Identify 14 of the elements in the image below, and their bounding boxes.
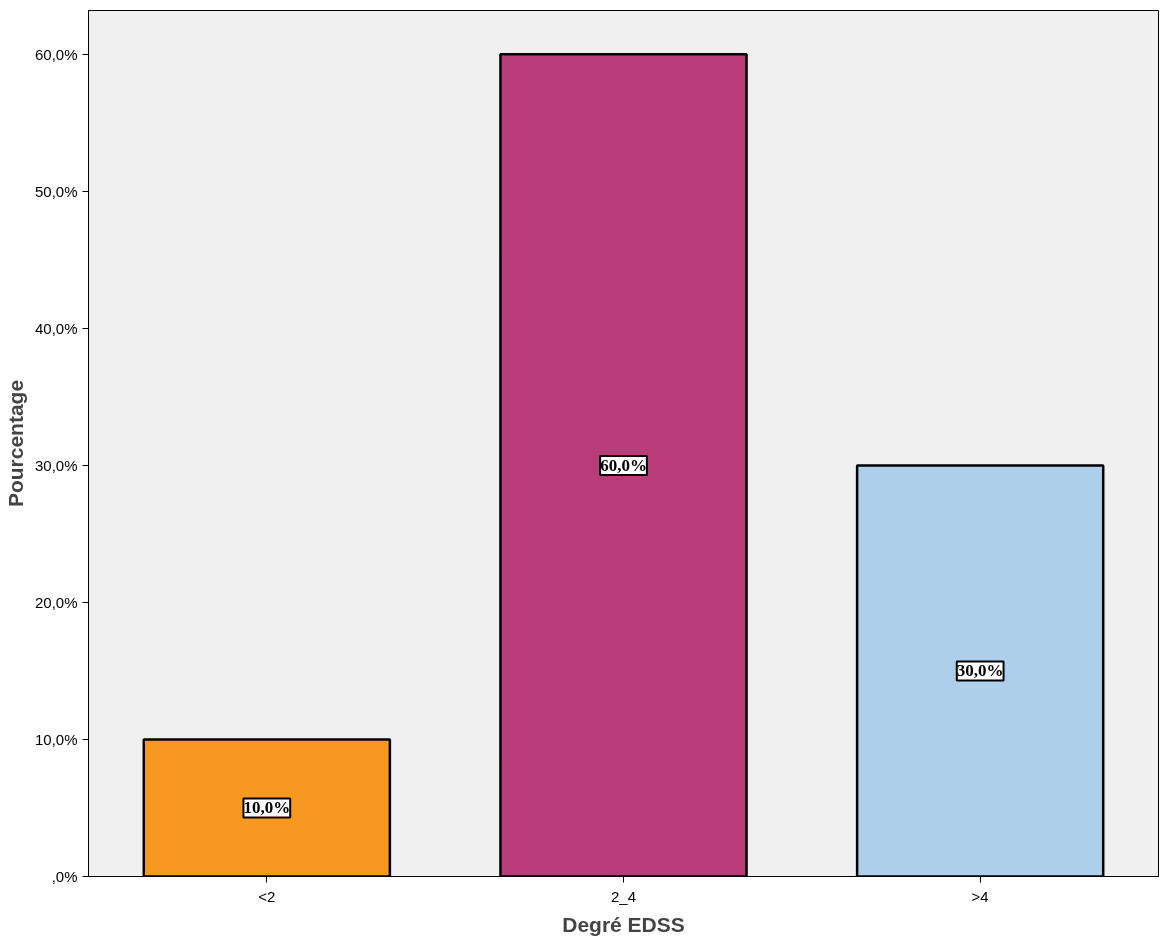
x-tick-label: <2 bbox=[258, 887, 276, 905]
data-label: 10,0% bbox=[243, 798, 291, 818]
data-label: 60,0% bbox=[600, 455, 647, 475]
y-axis-title: Pourcentage bbox=[3, 379, 27, 508]
y-tick-label: 40,0% bbox=[34, 319, 78, 337]
y-tick-label: 20,0% bbox=[34, 593, 78, 611]
y-tick-label: 50,0% bbox=[34, 182, 78, 200]
y-tick-label: 60,0% bbox=[34, 45, 78, 63]
x-tick-label: >4 bbox=[971, 887, 989, 905]
x-axis-title: Degré EDSS bbox=[562, 912, 685, 936]
y-tick-label: ,0% bbox=[51, 868, 78, 885]
x-tick-label: 2_4 bbox=[610, 887, 637, 905]
y-tick-label: 10,0% bbox=[34, 730, 78, 748]
y-tick-label: 30,0% bbox=[34, 456, 78, 474]
